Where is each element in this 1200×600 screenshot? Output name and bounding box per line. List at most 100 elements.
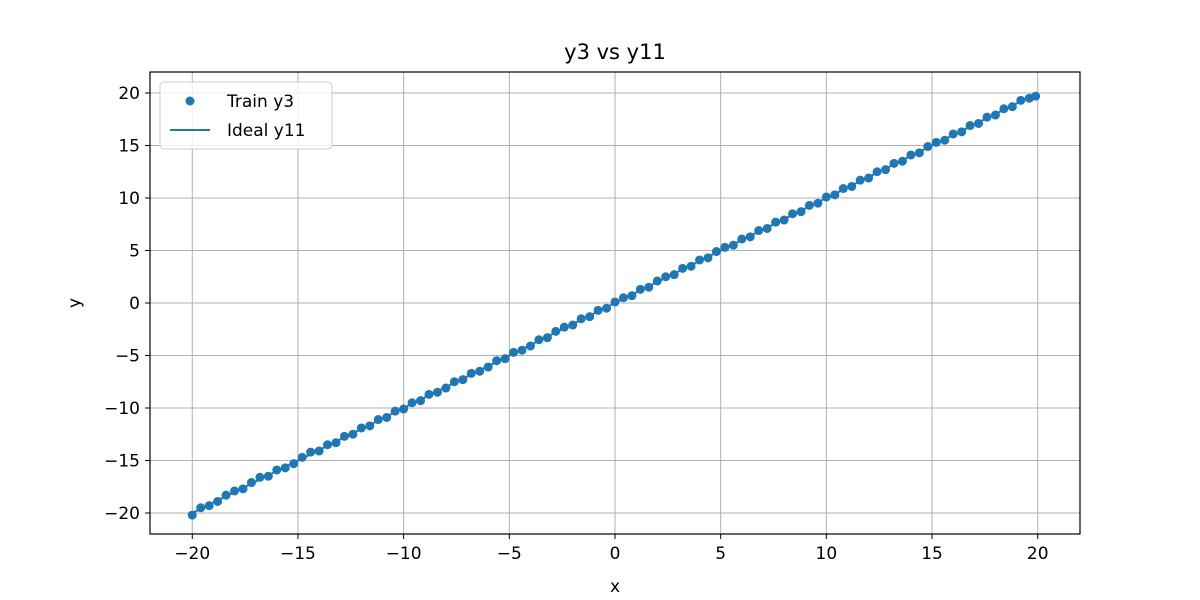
scatter-point [965, 121, 975, 131]
scatter-point [263, 471, 273, 481]
scatter-point [779, 215, 789, 225]
scatter-point [728, 240, 738, 250]
scatter-point [678, 263, 688, 273]
y-tick-label: −5 [115, 347, 140, 367]
scatter-point [432, 387, 442, 397]
scatter-point [982, 112, 992, 122]
y-tick-label: −20 [104, 504, 140, 524]
x-tick-label: −15 [280, 544, 316, 564]
scatter-point [230, 486, 240, 496]
scatter-point [399, 404, 409, 414]
scatter-point [196, 503, 206, 513]
scatter-point [416, 396, 426, 406]
x-tick-label: 0 [610, 544, 621, 564]
scatter-point [644, 282, 654, 292]
y-tick-label: −15 [104, 452, 140, 472]
scatter-point [424, 389, 434, 399]
scatter-point [796, 207, 806, 217]
scatter-point [585, 312, 595, 322]
scatter-point [466, 368, 476, 378]
scatter-point [509, 347, 519, 357]
y-axis: −20 −15 −10 −5 0 5 10 15 20 [104, 84, 150, 524]
scatter-point [382, 412, 392, 422]
scatter-point [1007, 102, 1017, 112]
y-tick-label: 0 [129, 294, 140, 314]
scatter-point [652, 276, 662, 286]
scatter-point [306, 447, 316, 457]
x-tick-label: 15 [921, 544, 943, 564]
scatter-point [602, 303, 612, 313]
scatter-point [923, 142, 933, 152]
scatter-point [339, 431, 349, 441]
scatter-point [745, 232, 755, 242]
scatter-point [559, 322, 569, 332]
scatter-point [297, 452, 307, 462]
scatter-point [762, 223, 772, 233]
scatter-point [204, 501, 214, 511]
scatter-point [289, 459, 299, 469]
scatter-point [771, 217, 781, 227]
scatter-point [872, 167, 882, 177]
x-tick-label: −20 [174, 544, 210, 564]
scatter-point [576, 314, 586, 324]
scatter-point [720, 242, 730, 252]
scatter-point [999, 104, 1009, 114]
scatter-point [940, 135, 950, 145]
y-tick-label: −10 [104, 399, 140, 419]
scatter-point [500, 354, 510, 364]
scatter-point [897, 156, 907, 166]
scatter-point [255, 472, 265, 482]
scatter-point [568, 320, 578, 330]
scatter-point [1016, 95, 1026, 105]
scatter-point [542, 333, 552, 343]
scatter-point [246, 478, 256, 488]
scatter-point [280, 463, 290, 473]
x-tick-label: −10 [386, 544, 422, 564]
legend-label: Ideal y11 [227, 121, 306, 141]
plot-area [187, 91, 1041, 520]
scatter-point [914, 148, 924, 158]
scatter-point [525, 341, 535, 351]
scatter-point [483, 362, 493, 372]
scatter-point [931, 137, 941, 147]
x-tick-label: 20 [1027, 544, 1049, 564]
scatter-point [686, 261, 696, 271]
scatter-point [669, 270, 679, 280]
scatter-point [517, 345, 527, 355]
scatter-point [390, 406, 400, 416]
scatter-point [475, 366, 485, 376]
y-tick-label: 20 [118, 84, 140, 104]
scatter-point [847, 181, 857, 191]
scatter-point [703, 253, 713, 263]
scatter-point [238, 484, 248, 494]
x-tick-label: 10 [816, 544, 838, 564]
scatter-point [187, 510, 197, 520]
scatter-point [855, 175, 865, 185]
scatter-point [272, 465, 282, 475]
scatter-point [356, 423, 366, 433]
x-axis: −20 −15 −10 −5 0 5 10 15 20 [174, 534, 1049, 564]
scatter-point [695, 255, 705, 265]
scatter-point [348, 429, 358, 439]
x-tick-label: −5 [497, 544, 522, 564]
scatter-point [449, 377, 459, 387]
scatter-point [213, 496, 223, 506]
scatter-point [804, 200, 814, 210]
scatter-point [821, 192, 831, 202]
scatter-point [221, 490, 231, 500]
scatter-point [323, 440, 333, 450]
scatter-point [830, 190, 840, 200]
legend-marker-scatter [185, 96, 195, 106]
scatter-point [788, 209, 798, 219]
scatter-point [441, 383, 451, 393]
scatter-point [711, 247, 721, 257]
scatter-point [551, 326, 561, 336]
scatter-point [864, 173, 874, 183]
scatter-point [881, 165, 891, 175]
scatter-point [1031, 91, 1041, 101]
scatter-point [990, 110, 1000, 120]
scatter-point [813, 198, 823, 208]
x-tick-label: 5 [715, 544, 726, 564]
scatter-point [661, 272, 671, 282]
scatter-point [618, 293, 628, 303]
